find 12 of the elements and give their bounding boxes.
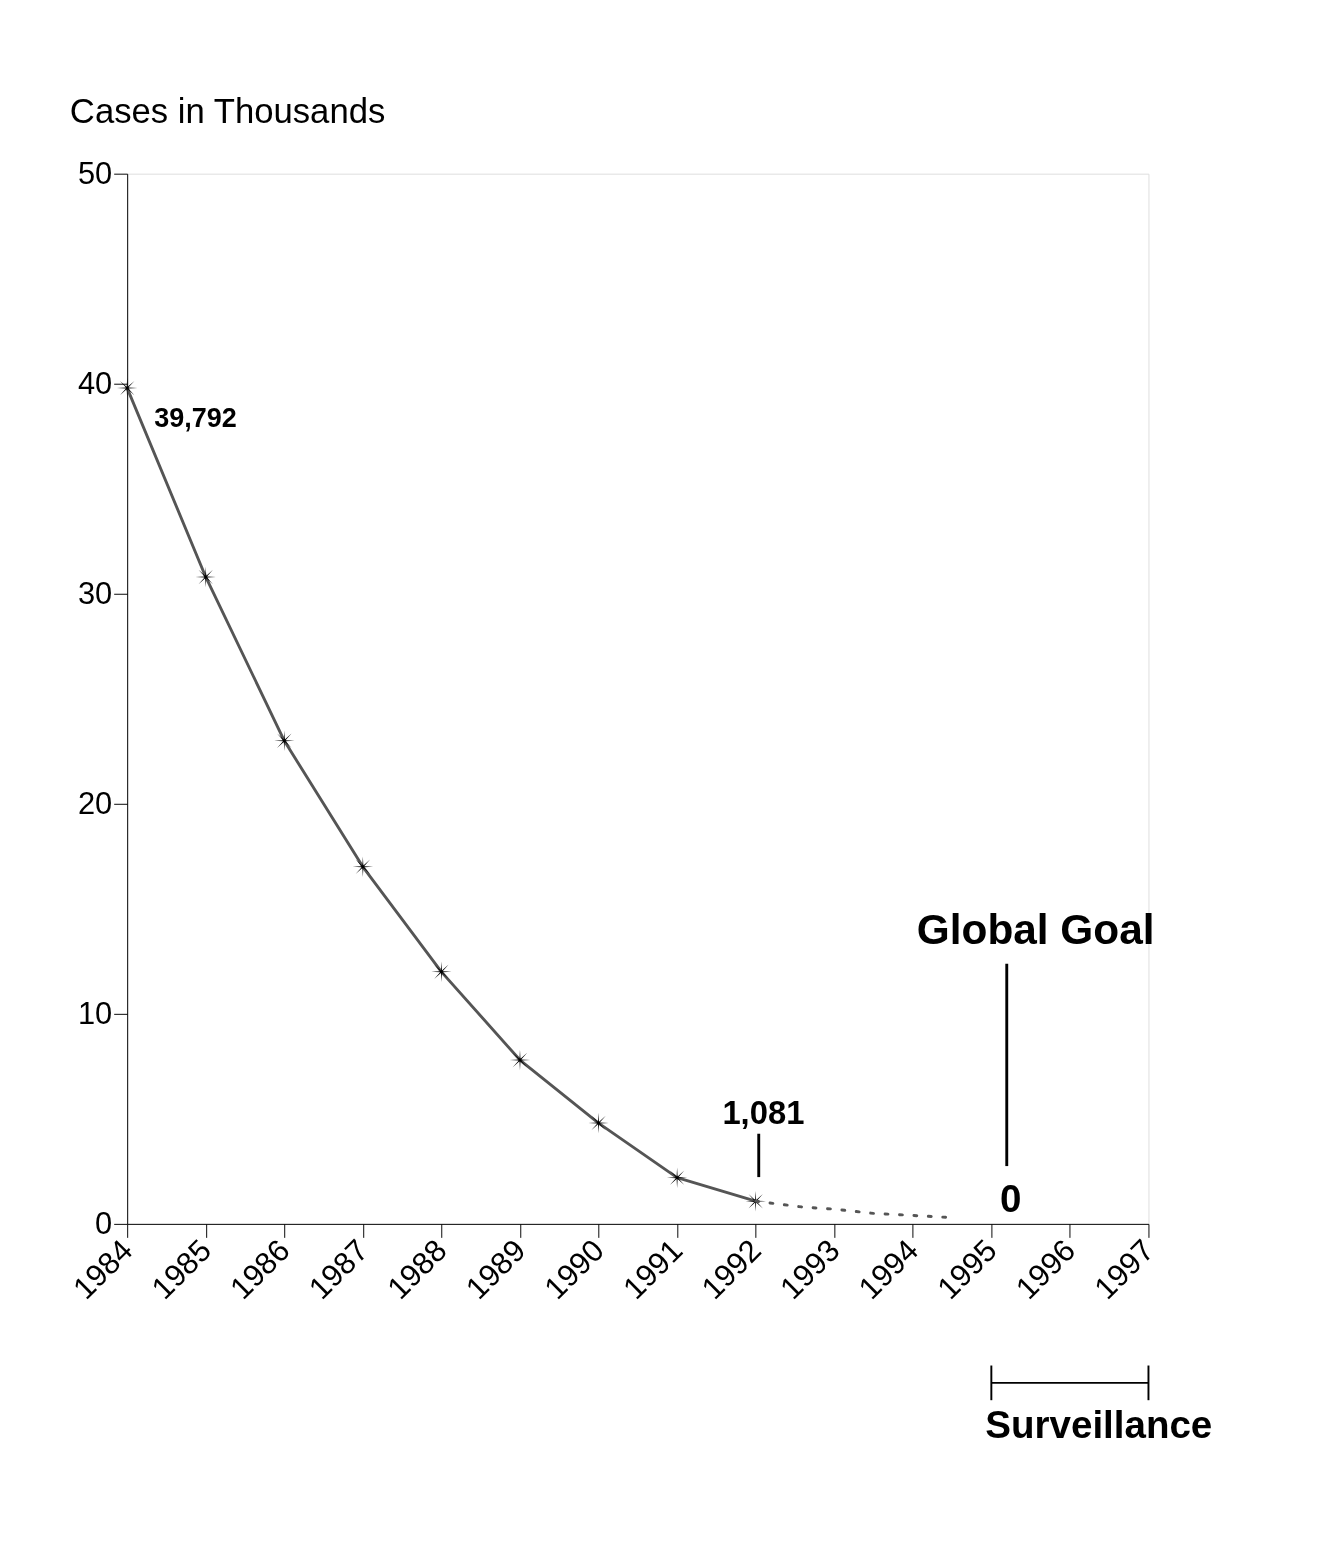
annotation: 39,792 (154, 402, 237, 433)
y-axis-title: Cases in Thousands (69, 92, 386, 131)
y-tick-label: 30 (77, 575, 113, 611)
annotation: Global Goal (916, 906, 1155, 954)
annotation: 1,081 (722, 1094, 805, 1132)
y-tick-label: 40 (77, 365, 113, 401)
annotation: 0 (999, 1177, 1022, 1221)
y-tick-label: 0 (95, 1206, 113, 1241)
y-tick-label: 10 (77, 995, 113, 1031)
y-tick-label: 20 (77, 785, 113, 821)
text: Surveillance (985, 1402, 1213, 1446)
y-tick-label: 50 (77, 155, 113, 191)
